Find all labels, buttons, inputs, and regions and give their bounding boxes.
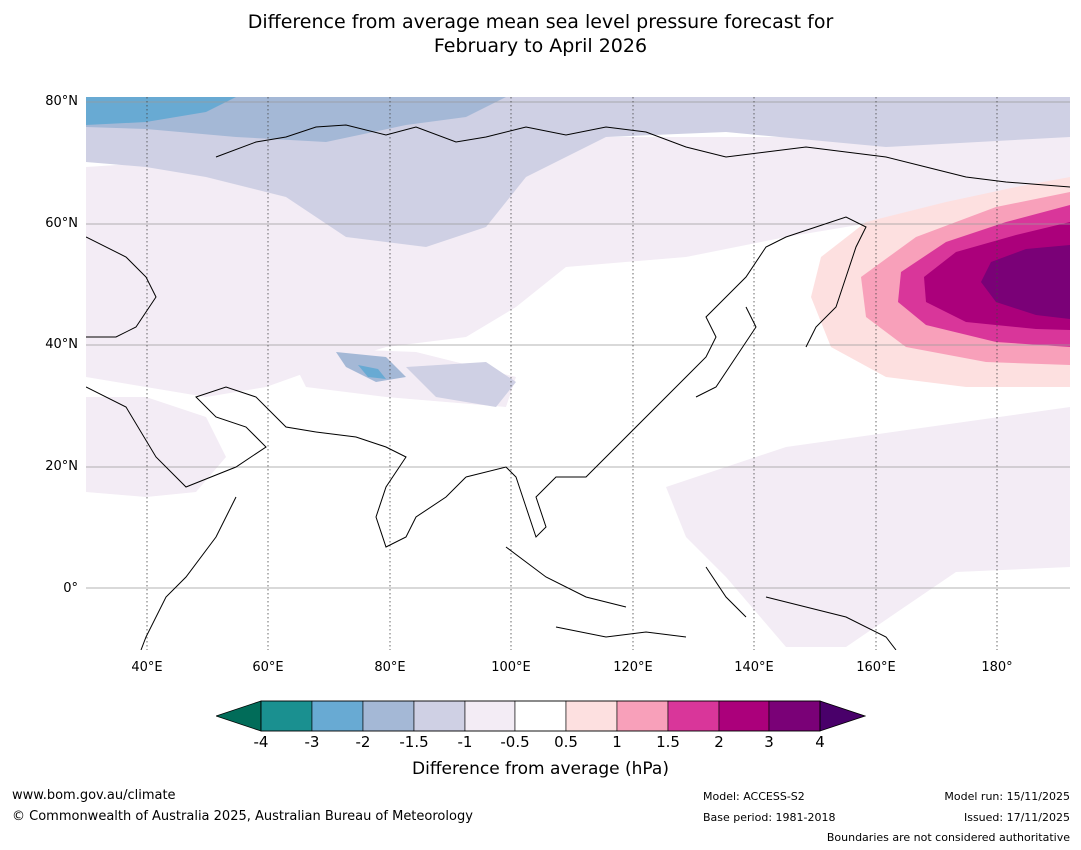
- colorbar-tick-9: 1.5: [656, 733, 680, 751]
- lon-label-80: 80°E: [374, 660, 406, 675]
- coastline-europe: [86, 236, 157, 338]
- coastline-arabia-africa: [86, 386, 317, 650]
- lon-label-160: 160°E: [856, 660, 896, 675]
- colorbar-bin-8: [616, 700, 669, 732]
- coastline-india: [315, 431, 467, 548]
- coastlines: [86, 124, 1070, 650]
- colorbar-tick-11: 3: [764, 733, 774, 751]
- anomaly-negative-6: [406, 362, 516, 407]
- colorbar-bin-3: [362, 700, 415, 732]
- colorbar: [214, 700, 867, 732]
- graticule: [86, 101, 1070, 589]
- colorbar-tick-1: -4: [253, 733, 269, 751]
- lat-label-20: 20°N: [45, 459, 78, 474]
- lon-label-60: 60°E: [252, 660, 284, 675]
- colorbar-bin-1: [260, 700, 313, 732]
- colorbar-tick-7: 0.5: [554, 733, 578, 751]
- lat-label-0: 0°: [63, 581, 78, 596]
- colorbar-tick-5: -1: [457, 733, 473, 751]
- boundaries-disclaimer: Boundaries are not considered authoritat…: [826, 831, 1070, 844]
- title-line-2: February to April 2026: [433, 35, 648, 57]
- anomaly-positive-5: [981, 245, 1070, 319]
- copyright-text: © Commonwealth of Australia 2025, Austra…: [12, 809, 473, 824]
- colorbar-bin-9: [667, 700, 720, 732]
- meridians: [146, 97, 998, 650]
- colorbar-graphic: [214, 700, 867, 732]
- colorbar-tick-8: 1: [612, 733, 622, 751]
- colorbar-tick-12: 4: [815, 733, 825, 751]
- coastline-japan: [695, 306, 757, 398]
- map-title: Difference from average mean sea level p…: [0, 10, 1081, 58]
- lat-label-40: 40°N: [45, 337, 78, 352]
- colorbar-tick-2: -3: [304, 733, 320, 751]
- colorbar-tick-4: -1.5: [399, 733, 429, 751]
- colorbar-bin-6: [514, 700, 567, 732]
- colorbar-bin-7: [565, 700, 618, 732]
- colorbar-bin-4: [413, 700, 466, 732]
- colorbar-bin-5: [464, 700, 516, 732]
- anomaly-shading: [86, 97, 1070, 647]
- lon-label-40: 40°E: [131, 660, 163, 675]
- anomaly-negative-2: [86, 397, 226, 497]
- colorbar-tick-6: -0.5: [500, 733, 530, 751]
- colorbar-bin-2: [311, 700, 364, 732]
- map-area: [86, 97, 1070, 650]
- base-period: Base period: 1981-2018: [703, 811, 836, 824]
- anomaly-negative-10: [358, 365, 386, 379]
- colorbar-bin-11: [768, 700, 821, 732]
- colorbar-tick-3: -2: [355, 733, 371, 751]
- model-name: Model: ACCESS-S2: [703, 790, 805, 803]
- anomaly-negative-9: [86, 97, 236, 125]
- lon-label-180: 180°: [981, 660, 1013, 675]
- lat-label-80: 80°N: [45, 94, 78, 109]
- coastline-se-asia: [465, 216, 867, 538]
- coastline-arctic: [215, 124, 1070, 188]
- website-link[interactable]: www.bom.gov.au/climate: [12, 788, 176, 803]
- anomaly-negative-8: [336, 352, 406, 382]
- pressure-anomaly-map: [86, 97, 1070, 650]
- model-run-date: Model run: 15/11/2025: [944, 790, 1070, 803]
- colorbar-frame: [260, 700, 821, 732]
- lat-label-60: 60°N: [45, 216, 78, 231]
- colorbar-over-triangle: [819, 700, 867, 732]
- colorbar-bin-10: [718, 700, 770, 732]
- issued-date: Issued: 17/11/2025: [963, 811, 1070, 824]
- colorbar-tick-10: 2: [714, 733, 724, 751]
- colorbar-label: Difference from average (hPa): [412, 759, 669, 779]
- lon-label-140: 140°E: [734, 660, 774, 675]
- colorbar-under-triangle: [214, 700, 262, 732]
- anomaly-negative-4: [666, 407, 1070, 647]
- title-line-1: Difference from average mean sea level p…: [247, 11, 834, 33]
- lon-label-100: 100°E: [491, 660, 531, 675]
- coastline-indonesia: [505, 546, 897, 650]
- lon-label-120: 120°E: [613, 660, 653, 675]
